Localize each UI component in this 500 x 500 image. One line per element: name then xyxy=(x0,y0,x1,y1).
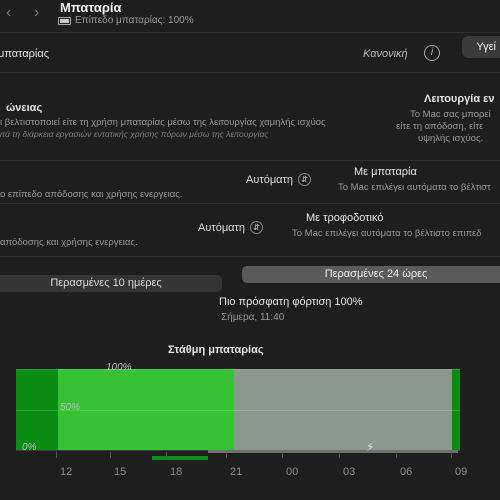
y-tick-label: 100% xyxy=(106,362,132,373)
low-power-desc-2: ιτά τη διάρκεια εργασιών εντατικής χρήση… xyxy=(0,129,269,139)
x-tick-label: 00 xyxy=(286,466,299,478)
x-tick-label: 18 xyxy=(170,466,183,478)
x-tick xyxy=(396,452,397,458)
x-tick xyxy=(226,452,227,458)
x-tick-label: 03 xyxy=(343,466,356,478)
chart-bar xyxy=(234,369,354,450)
adapter-left-desc: απόδοσης και χρήσης ενεργειας. xyxy=(0,237,138,248)
chart-bar xyxy=(128,369,196,450)
forward-arrow-icon[interactable]: › xyxy=(34,4,40,21)
adapter-row-desc: Το Mac επιλέγει αυτόματα το βέλτιστο επι… xyxy=(292,228,482,239)
chart-bar xyxy=(196,369,234,450)
tab-last-24-hours[interactable]: Περασμένες 24 ώρες xyxy=(242,266,500,283)
charging-baseline xyxy=(208,450,458,453)
battery-level-chart xyxy=(16,369,460,450)
last-charge-title: Πιο πρόσφατη φόρτιση 100% xyxy=(219,296,363,308)
chevron-updown-icon: ⇵ xyxy=(297,173,311,186)
x-tick xyxy=(339,452,340,458)
x-tick-label: 06 xyxy=(400,466,413,478)
low-power-title: ώνειας xyxy=(6,102,43,114)
chart-bar xyxy=(354,369,452,450)
x-tick-label: 21 xyxy=(230,466,243,478)
x-tick-label: 09 xyxy=(455,466,468,478)
x-tick xyxy=(110,452,111,458)
chevron-updown-icon: ⇵ xyxy=(249,221,263,234)
x-tick xyxy=(56,452,57,458)
battery-icon xyxy=(58,16,71,25)
battery-power-mode-select[interactable]: Αυτόματη ⇵ xyxy=(246,173,311,186)
chart-title: Στάθμη μπαταρίας xyxy=(168,344,264,356)
battery-health-value: Κανονική xyxy=(363,48,408,60)
x-tick-label: 15 xyxy=(114,466,127,478)
battery-level-text: Επίπεδο μπαταρίας: 100% xyxy=(75,15,194,26)
adapter-row-title: Με τροφοδοτικό xyxy=(306,212,384,224)
x-tick xyxy=(451,452,452,458)
last-charge-time: Σήμερα, 11:40 xyxy=(221,312,285,323)
high-power-title: Λειτουργία εν xyxy=(424,93,495,105)
info-icon[interactable]: i xyxy=(424,45,440,61)
high-power-desc-3: υψηλής ισχύος. xyxy=(418,133,484,144)
adapter-mode-value: Αυτόματη xyxy=(198,221,245,234)
chart-bar xyxy=(58,369,128,450)
y-tick-label: 0% xyxy=(22,442,37,453)
y-tick-label: 50% xyxy=(60,402,81,413)
chart-bar xyxy=(16,369,58,450)
tab-last-10-days[interactable]: Περασμένες 10 ημέρες xyxy=(0,275,222,292)
battery-health-label: μπαταρίας xyxy=(0,48,50,60)
battery-left-desc: ο επίπεδο απόδοσης και χρήσης ενεργειας. xyxy=(0,189,183,200)
battery-level-status: Επίπεδο μπαταρίας: 100% xyxy=(58,15,194,26)
x-tick xyxy=(282,452,283,458)
chart-bar xyxy=(452,369,460,450)
x-tick-label: 12 xyxy=(60,466,73,478)
health-button[interactable]: Υγεί xyxy=(462,36,500,58)
x-tick xyxy=(166,452,167,458)
page-title: Μπαταρία xyxy=(60,0,122,15)
high-power-desc-1: Το Mac σας μπορεί xyxy=(410,109,491,120)
battery-row-desc: Το Mac επιλέγει αυτόματα το βέλτιστ xyxy=(338,182,491,193)
back-arrow-icon[interactable]: ‹ xyxy=(6,4,12,21)
high-power-desc-2: είτε τη απόδοση, είτε xyxy=(396,121,484,132)
charging-indicator-bar xyxy=(152,456,208,460)
battery-mode-value: Αυτόματη xyxy=(246,173,293,186)
battery-row-title: Με μπαταρία xyxy=(354,166,417,178)
adapter-power-mode-select[interactable]: Αυτόματη ⇵ xyxy=(198,221,263,234)
lightning-icon: ⚡ xyxy=(366,440,375,454)
low-power-desc-1: ι βελτιστοποιεί είτε τη χρήση μπαταρίας … xyxy=(0,117,326,128)
